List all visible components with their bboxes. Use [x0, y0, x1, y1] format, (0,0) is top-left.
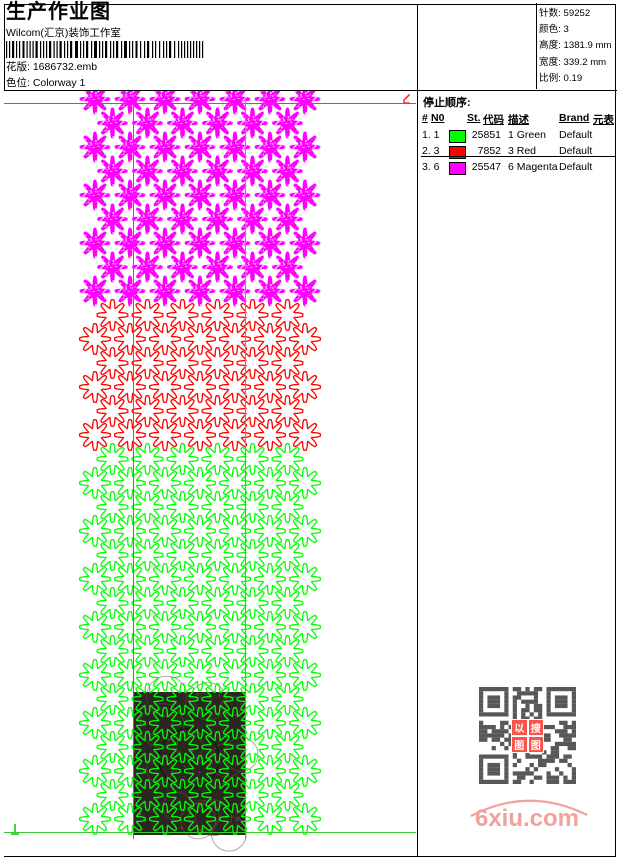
- svg-text:6xiu.com: 6xiu.com: [475, 805, 579, 832]
